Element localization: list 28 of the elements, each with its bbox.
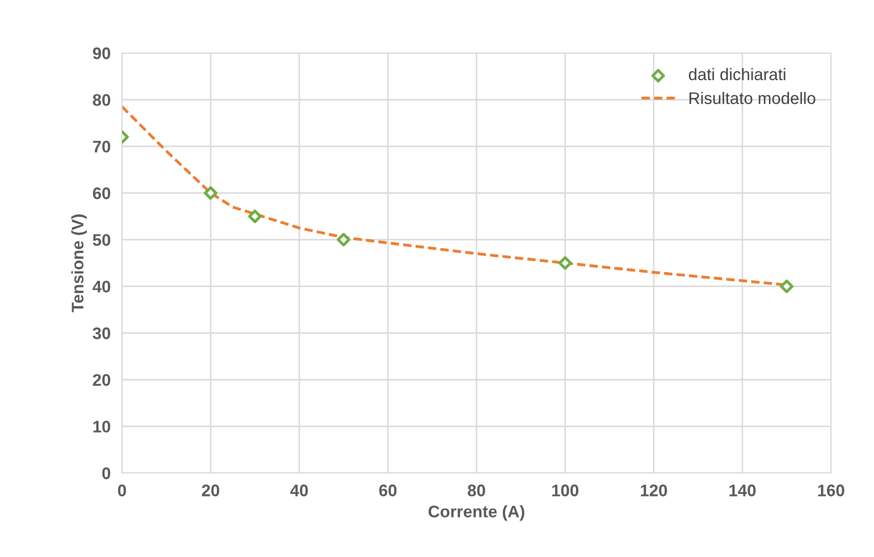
y-axis-title: Tensione (V): [71, 214, 87, 312]
y-tick-label: 20: [92, 374, 110, 386]
point: [248, 210, 262, 224]
x-tick-label: 60: [379, 484, 396, 496]
x-tick-label: 160: [818, 484, 844, 496]
x-tick-label: 80: [468, 484, 486, 496]
x-tick-label: 40: [290, 484, 308, 496]
y-tick-label: 70: [93, 140, 110, 153]
y-tick-label: 10: [93, 420, 110, 433]
y-tick-label: 80: [92, 94, 110, 106]
x-axis-title: Corrente (A): [428, 505, 524, 521]
legend-label: Risultato modello: [690, 92, 816, 104]
point: [558, 256, 572, 270]
point: [204, 186, 218, 200]
x-tick-label: 0: [118, 484, 126, 496]
y-tick-label: 90: [92, 47, 110, 60]
point: [780, 280, 794, 294]
x-tick-label: 140: [730, 484, 756, 496]
y-tick-label: 50: [92, 234, 110, 246]
y-tick-label: 60: [92, 187, 110, 200]
x-tick-label: 120: [640, 484, 667, 496]
y-tick-label: 30: [92, 327, 110, 340]
x-tick-label: 20: [202, 484, 220, 496]
point: [336, 232, 350, 246]
x-tick-label: 100: [552, 484, 578, 496]
legend-label: dati dichiarati: [688, 68, 786, 80]
y-tick-label: 0: [102, 467, 110, 480]
y-tick-label: 40: [92, 280, 110, 293]
